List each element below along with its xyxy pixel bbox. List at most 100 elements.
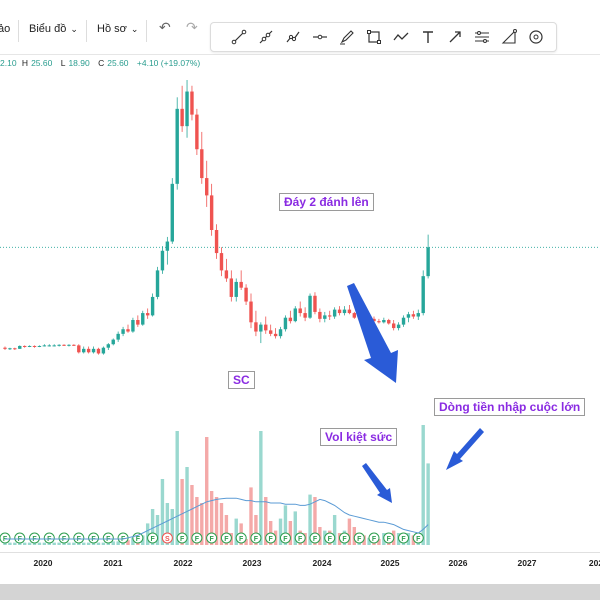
brush-icon[interactable] <box>282 26 304 48</box>
path-icon[interactable] <box>390 26 412 48</box>
annotation-sc: SC <box>228 371 255 389</box>
candle <box>77 344 81 354</box>
volume-bar <box>259 431 263 545</box>
candle <box>86 346 91 354</box>
candle-body <box>32 345 37 347</box>
volume-bar <box>200 503 204 545</box>
signal-badge-circle <box>250 532 262 544</box>
candle-body <box>268 330 273 334</box>
measure-icon[interactable] <box>498 26 520 48</box>
candle <box>268 324 273 337</box>
cut-menu-label: ảo <box>0 23 11 35</box>
candle <box>328 310 332 320</box>
x-tick-label: 2023 <box>242 558 262 568</box>
chart-menu-button[interactable]: Biểu đồ ⌄ <box>29 23 78 35</box>
low-value: 18.90 <box>68 58 90 68</box>
signal-badge-letter: F <box>401 536 406 543</box>
volume-bar <box>190 485 194 545</box>
volume-bar <box>249 487 253 545</box>
trend-line-icon[interactable] <box>228 26 250 48</box>
volume-bar <box>283 505 288 545</box>
volume-bar <box>22 542 27 545</box>
arrow-vol-exhausted <box>362 463 392 503</box>
signal-badge-circle <box>176 532 188 544</box>
candle-body <box>101 347 106 354</box>
candle <box>288 310 293 324</box>
chevron-down-icon: ⌄ <box>130 23 139 34</box>
signal-badge: F <box>368 532 380 544</box>
undo-icon[interactable]: ↶ <box>159 19 171 35</box>
volume-bar <box>82 542 86 545</box>
candle <box>283 315 288 332</box>
open-value: 2.10 <box>0 58 17 68</box>
volume-bar <box>126 540 130 545</box>
signal-badge: F <box>0 532 11 544</box>
fib-icon[interactable] <box>471 26 493 48</box>
volume-bar <box>86 542 91 545</box>
signal-badge-letter: F <box>224 536 229 543</box>
volume-bar <box>175 431 179 545</box>
signal-badge-letter: F <box>328 536 333 543</box>
high-value: 25.60 <box>31 58 53 68</box>
candle-body <box>337 309 342 314</box>
candle <box>421 270 425 316</box>
candle <box>391 320 396 331</box>
candle <box>195 108 199 155</box>
candle-body <box>372 318 376 322</box>
candle-body <box>195 114 199 150</box>
text-icon[interactable] <box>417 26 439 48</box>
pen-icon[interactable] <box>336 26 358 48</box>
candle-body <box>91 348 96 353</box>
candle-body <box>150 296 155 316</box>
candle-body <box>13 348 17 350</box>
profile-menu-button[interactable]: Hồ sơ ⌄ <box>97 23 138 35</box>
horizontal-line-icon[interactable] <box>309 26 331 48</box>
annotation-vol-exhausted: Vol kiệt sức <box>320 428 398 446</box>
toolbar-divider <box>18 20 19 42</box>
rectangle-icon[interactable] <box>363 26 385 48</box>
candle-body <box>205 178 209 196</box>
volume-bar <box>3 542 7 545</box>
signal-badge-letter: F <box>195 536 200 543</box>
candle-body <box>347 309 352 314</box>
target-icon[interactable] <box>525 26 547 48</box>
candle <box>18 345 22 349</box>
candle-body <box>426 247 430 277</box>
bottom-scrollbar[interactable] <box>0 584 600 600</box>
signal-badge-circle <box>383 532 395 544</box>
x-tick-label: 2020 <box>33 558 53 568</box>
volume-bar <box>67 542 71 545</box>
volume-bar <box>155 515 160 545</box>
candle <box>249 293 253 329</box>
candle <box>27 345 32 348</box>
candle-body <box>318 311 322 319</box>
arrow-icon[interactable] <box>444 26 466 48</box>
candle <box>426 234 430 279</box>
cut-menu-button[interactable]: ảo <box>0 23 10 35</box>
signal-badge: F <box>383 532 395 544</box>
candle-body <box>229 278 234 297</box>
signal-badge: F <box>294 532 306 544</box>
candle <box>244 284 248 305</box>
candle-body <box>259 324 263 332</box>
top-toolbar: ảo Biểu đồ ⌄ Hồ sơ ⌄ ↶ ↷ <box>0 0 600 55</box>
signal-badge-letter: F <box>180 536 185 543</box>
signal-badge-circle <box>206 532 218 544</box>
candle <box>229 270 234 302</box>
candle-body <box>234 281 238 297</box>
candle-body <box>3 347 7 349</box>
toolbar-divider <box>146 20 147 42</box>
signal-badge: F <box>338 532 350 544</box>
candle <box>62 344 66 346</box>
candle-body <box>264 324 268 331</box>
candle-body <box>214 230 219 254</box>
signal-badge-letter: F <box>269 536 274 543</box>
candle <box>401 315 406 327</box>
signal-badge: F <box>235 532 247 544</box>
candle <box>106 343 111 350</box>
signal-badge: F <box>73 532 85 544</box>
ray-icon[interactable] <box>255 26 277 48</box>
redo-icon[interactable]: ↷ <box>186 19 198 35</box>
volume-bar <box>145 523 150 545</box>
